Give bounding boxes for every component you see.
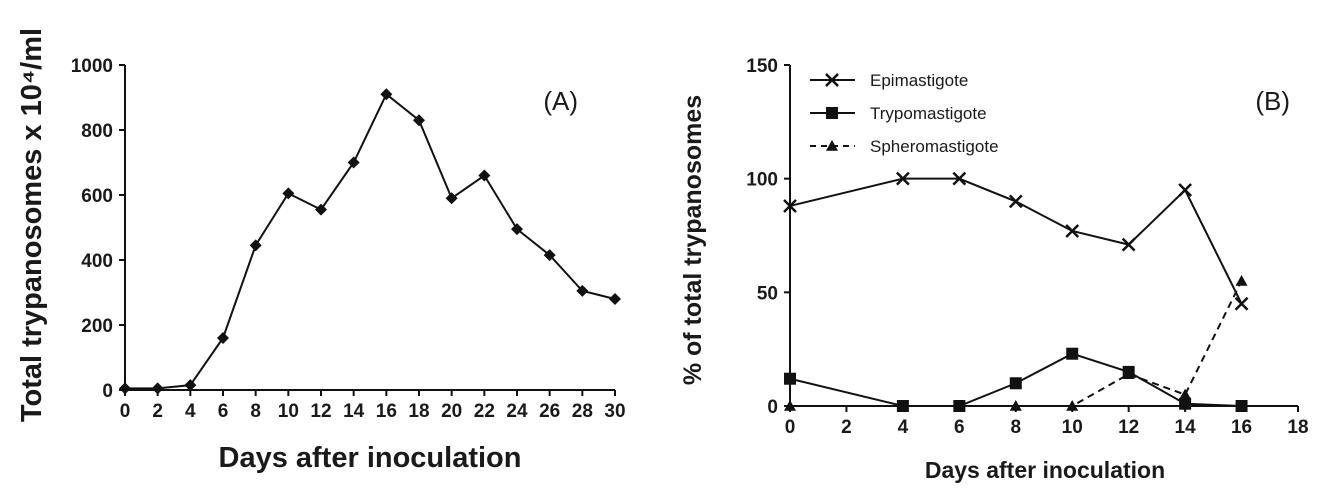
panel-a-y-tick-label: 0 [102, 381, 113, 402]
spheromastigote-point [1009, 400, 1022, 411]
series-point [151, 382, 164, 395]
epimastigote-point [896, 171, 910, 186]
panel-a-y-tick-label: 600 [81, 186, 113, 207]
panel-a-x-tick-label: 18 [408, 401, 429, 422]
panel-a-x-tick-label: 22 [474, 401, 495, 422]
series-point [119, 382, 131, 395]
panel-b-y-tick-label: 0 [767, 397, 778, 418]
panel-a-x-tick-label: 16 [376, 401, 397, 422]
legend-marker-trypomastigote [826, 107, 838, 119]
legend-marker-spheromastigote [826, 140, 838, 151]
panel-b-x-tick-label: 4 [898, 417, 909, 438]
panel-a-y-tick-label: 1000 [71, 56, 113, 77]
panel-a-x-tick-label: 20 [441, 401, 462, 422]
trypomastigote-point [1179, 397, 1192, 410]
panel-b-x-tick-label: 10 [1062, 417, 1083, 438]
panel-a-x-tick-label: 28 [572, 401, 593, 422]
series-point [413, 114, 425, 127]
trypomastigote-point [1066, 347, 1079, 360]
series-point [609, 293, 621, 305]
legend-marker-epimastigote [825, 73, 839, 87]
series-point [576, 284, 589, 297]
spheromastigote-point [1066, 400, 1079, 411]
epimastigote-point [1121, 237, 1136, 252]
panel-b-x-tick-label: 0 [785, 417, 796, 438]
panel-b-y-axis-title: % of total trypanosomes [679, 95, 707, 385]
spheromastigote-point [953, 400, 966, 411]
epimastigote-point [952, 171, 967, 186]
panel-a-y-axis-title: Total trypanosomes x 10⁴/ml [16, 28, 48, 422]
series-point [347, 156, 360, 169]
series-point [249, 239, 262, 252]
panel-a-y-tick-label: 800 [81, 121, 113, 142]
panel-a-x-axis-title: Days after inoculation [219, 442, 522, 474]
series-point [315, 203, 327, 216]
epimastigote-point [1065, 224, 1080, 238]
panel-b-x-axis-title: Days after inoculation [925, 457, 1165, 483]
panel-a-x-tick-label: 6 [218, 401, 229, 422]
chart-panel-b: (B) Days after inoculation % of total tr… [679, 56, 1309, 483]
panel-a-x-tick-label: 14 [343, 401, 365, 422]
panel-b-x-tick-label: 2 [841, 417, 852, 438]
panel-b-x-tick-label: 12 [1118, 417, 1139, 438]
spheromastigote-point [1122, 368, 1135, 379]
trypomastigote-point [1235, 400, 1248, 412]
panel-a-label: (A) [543, 86, 578, 116]
panel-a-x-tick-label: 4 [185, 401, 196, 422]
panel-a-x-tick-label: 0 [120, 401, 131, 422]
panel-a-x-tick-label: 10 [278, 401, 299, 422]
panel-b-y-tick-label: 150 [746, 56, 778, 77]
spheromastigote-point [784, 400, 796, 411]
panel-b-x-tick-label: 6 [954, 417, 965, 438]
panel-a-y-tick-label: 400 [81, 251, 113, 272]
series-point [511, 223, 523, 236]
legend-label-trypomastigote: Trypomastigote [870, 104, 987, 123]
epimastigote-point [1008, 194, 1023, 209]
panel-b-x-tick-label: 16 [1231, 417, 1252, 438]
spheromastigote-line [790, 280, 1243, 407]
series-point [543, 249, 556, 262]
panel-a-x-tick-label: 24 [506, 401, 528, 422]
panel-b-y-tick-label: 50 [757, 283, 778, 304]
panel-a-x-tick-label: 8 [250, 401, 261, 422]
spheromastigote-point [1179, 388, 1192, 400]
series-point [478, 169, 491, 182]
spheromastigote-point [1235, 274, 1248, 286]
trypomastigote-point [784, 372, 796, 385]
trypomastigote-point [1009, 377, 1022, 390]
epimastigote-line [789, 177, 1243, 305]
legend-label-epimastigote: Epimastigote [870, 71, 968, 90]
epimastigote-point [1234, 296, 1249, 311]
panel-a-x-tick-label: 26 [539, 401, 560, 422]
spheromastigote-point [896, 400, 909, 411]
series-point [217, 332, 229, 344]
panel-b-label: (B) [1255, 86, 1290, 116]
series-line [125, 92, 616, 390]
series-point [380, 88, 393, 101]
epimastigote-point [1178, 183, 1192, 197]
chart-panel-a: (A) Days after inoculation Total trypano… [16, 28, 626, 474]
panel-b-x-tick-label: 14 [1175, 417, 1197, 438]
panel-b-x-tick-label: 8 [1010, 417, 1021, 438]
legend-label-spheromastigote: Spheromastigote [870, 137, 999, 156]
panel-a-x-tick-label: 30 [604, 401, 625, 422]
panel-a-x-tick-label: 2 [152, 401, 163, 422]
panel-a-y-tick-label: 200 [81, 316, 113, 337]
panel-a-x-tick-label: 12 [310, 401, 331, 422]
panel-b-y-tick-label: 100 [746, 170, 778, 191]
series-point [282, 187, 295, 200]
panel-b-x-tick-label: 18 [1287, 417, 1308, 438]
epimastigote-point [783, 199, 797, 213]
series-point [445, 192, 458, 205]
series-point [184, 379, 197, 392]
